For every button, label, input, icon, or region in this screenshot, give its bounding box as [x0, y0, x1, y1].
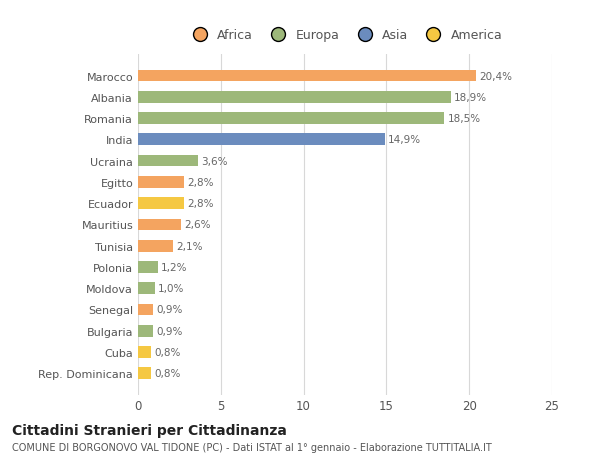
Bar	[138, 262, 158, 273]
Text: 0,8%: 0,8%	[155, 347, 181, 357]
Bar	[138, 283, 155, 294]
Text: 3,6%: 3,6%	[201, 156, 227, 166]
Text: 2,6%: 2,6%	[184, 220, 211, 230]
Bar	[138, 113, 445, 125]
Bar	[138, 156, 197, 167]
Bar	[138, 219, 181, 231]
Bar	[138, 177, 184, 188]
Text: 20,4%: 20,4%	[479, 71, 512, 81]
Bar	[138, 134, 385, 146]
Text: 1,2%: 1,2%	[161, 263, 188, 272]
Text: 2,8%: 2,8%	[188, 199, 214, 209]
Bar	[138, 325, 153, 337]
Text: 2,1%: 2,1%	[176, 241, 203, 251]
Bar	[138, 347, 151, 358]
Text: 2,8%: 2,8%	[188, 178, 214, 187]
Text: 1,0%: 1,0%	[158, 284, 184, 294]
Bar	[138, 304, 153, 316]
Bar	[138, 368, 151, 379]
Text: 0,8%: 0,8%	[155, 369, 181, 379]
Bar	[138, 71, 476, 82]
Text: 18,9%: 18,9%	[454, 93, 487, 102]
Text: 14,9%: 14,9%	[388, 135, 421, 145]
Legend: Africa, Europa, Asia, America: Africa, Europa, Asia, America	[182, 24, 508, 47]
Text: 0,9%: 0,9%	[156, 326, 182, 336]
Text: COMUNE DI BORGONOVO VAL TIDONE (PC) - Dati ISTAT al 1° gennaio - Elaborazione TU: COMUNE DI BORGONOVO VAL TIDONE (PC) - Da…	[12, 442, 492, 452]
Bar	[138, 198, 184, 209]
Text: Cittadini Stranieri per Cittadinanza: Cittadini Stranieri per Cittadinanza	[12, 423, 287, 437]
Text: 0,9%: 0,9%	[156, 305, 182, 315]
Text: 18,5%: 18,5%	[448, 114, 481, 124]
Bar	[138, 92, 451, 103]
Bar	[138, 241, 173, 252]
